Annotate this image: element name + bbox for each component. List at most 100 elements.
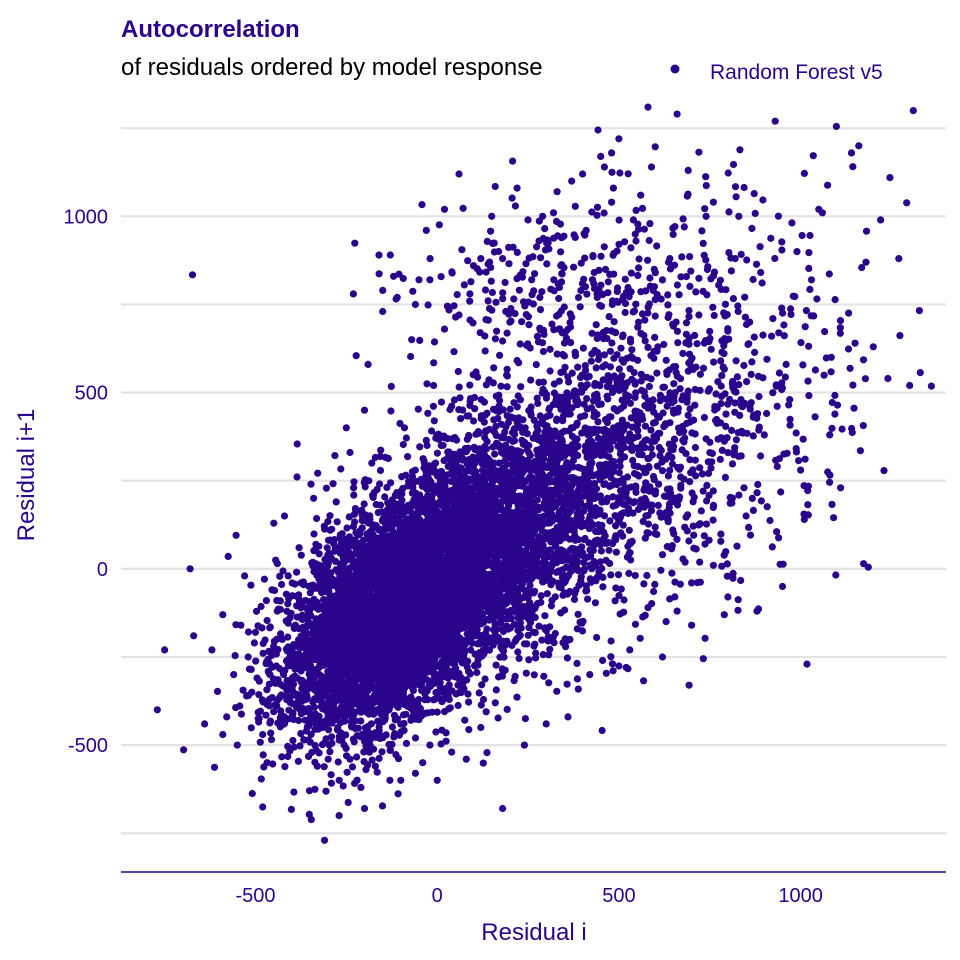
scatter-point [260, 575, 268, 583]
scatter-point [300, 736, 308, 744]
scatter-point [492, 686, 500, 694]
scatter-point [311, 785, 319, 793]
scatter-point [350, 478, 358, 486]
scatter-point [313, 514, 321, 523]
scatter-point [326, 512, 334, 520]
scatter-point [367, 720, 375, 728]
scatter-point [265, 680, 273, 688]
scatter-point [273, 702, 281, 710]
scatter-point [327, 771, 335, 779]
scatter-point [376, 480, 384, 488]
chart-subtitle: of residuals ordered by model response [121, 54, 543, 81]
scatter-point [366, 512, 374, 520]
scatter-point [362, 696, 370, 705]
scatter-point [385, 701, 393, 709]
scatter-point [314, 619, 322, 627]
scatter-point [356, 598, 364, 606]
scatter-point [410, 697, 418, 705]
scatter-point [437, 740, 445, 748]
scatter-point [358, 516, 366, 525]
scatter-point [441, 483, 449, 491]
scatter-point [276, 597, 284, 605]
scatter-point [289, 736, 297, 745]
scatter-point [278, 635, 286, 644]
scatter-point [334, 758, 342, 766]
legend-label: Random Forest v5 [710, 61, 883, 84]
scatter-point [321, 567, 329, 576]
scatter-point [339, 782, 347, 790]
scatter-point [361, 587, 369, 595]
scatter-point [404, 453, 412, 461]
scatter-point [236, 702, 244, 710]
scatter-point [256, 738, 264, 746]
scatter-point [375, 723, 383, 731]
scatter-point [329, 480, 337, 488]
scatter-point [297, 730, 305, 738]
scatter-point [345, 548, 353, 556]
scatter-point [353, 753, 361, 761]
scatter-point [299, 602, 307, 611]
scatter-point [267, 736, 276, 744]
scatter-point [402, 739, 411, 748]
scatter-point [248, 789, 256, 798]
chart-title: Autocorrelation [121, 16, 300, 43]
y-tick-label: 500 [75, 383, 108, 405]
scatter-point [244, 628, 253, 636]
scatter-point [223, 713, 231, 721]
y-tick-label: 1000 [64, 206, 109, 228]
scatter-point [293, 592, 301, 601]
scatter-point [306, 589, 314, 597]
scatter-point [405, 701, 413, 709]
scatter-point [464, 690, 472, 698]
scatter-point [352, 650, 360, 658]
scatter-point [421, 660, 429, 668]
scatter-point [351, 518, 359, 526]
scatter-point [540, 672, 548, 680]
scatter-point [397, 728, 405, 736]
scatter-point [355, 632, 363, 640]
scatter-points [153, 103, 936, 844]
scatter-point [284, 643, 292, 651]
scatter-point [273, 560, 281, 568]
scatter-point [276, 680, 285, 688]
scatter-point [338, 642, 346, 650]
scatter-point [348, 763, 357, 771]
scatter-point [360, 748, 368, 756]
scatter-point [465, 698, 473, 706]
scatter-point [417, 644, 425, 652]
scatter-point [385, 740, 393, 749]
scatter-point [337, 465, 345, 473]
scatter-point [340, 741, 348, 749]
scatter-point [416, 443, 424, 451]
scatter-point [369, 695, 377, 703]
scatter-point [391, 716, 399, 724]
scatter-point [320, 763, 328, 771]
scatter-point [477, 701, 485, 709]
scatter-point [282, 590, 290, 598]
scatter-point [266, 719, 274, 727]
scatter-point [281, 763, 289, 771]
scatter-point [232, 531, 240, 539]
scatter-point [329, 678, 337, 686]
scatter-point [303, 630, 312, 638]
scatter-point [247, 724, 255, 732]
scatter-point [333, 518, 341, 526]
scatter-point [255, 691, 263, 699]
scatter-point [424, 709, 432, 717]
scatter-point [328, 733, 336, 741]
scatter-point [320, 739, 328, 747]
scatter-point [327, 779, 335, 787]
scatter-point [322, 787, 330, 795]
scatter-point [304, 752, 313, 761]
scatter-point [306, 705, 314, 713]
scatter-point [390, 733, 398, 741]
scatter-point [308, 674, 316, 682]
legend: Random Forest v5 [670, 61, 883, 84]
scatter-point [360, 682, 368, 690]
scatter-point [402, 710, 410, 718]
scatter-point [432, 728, 440, 736]
scatter-point [311, 713, 319, 721]
scatter-point [342, 731, 350, 739]
scatter-point [253, 674, 261, 682]
scatter-point [343, 524, 351, 532]
